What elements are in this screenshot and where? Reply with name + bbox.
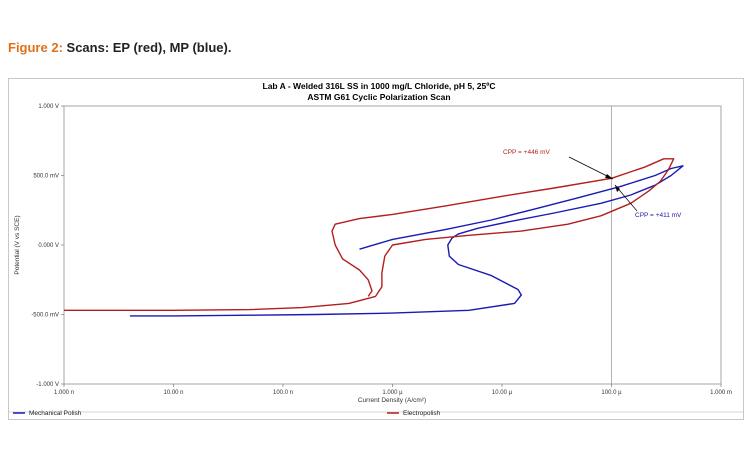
figure-caption: Figure 2: Scans: EP (red), MP (blue). [8,40,231,55]
cpp-ep-arrowhead [605,174,613,179]
cpp-mp-annotation: CPP = +411 mV [635,212,682,219]
y-tick-label: -1.000 V [36,382,59,388]
y-tick-label: 500.0 mV [33,174,59,180]
x-tick-label: 1.000 n [54,390,74,396]
polarization-chart: Lab A - Welded 316L SS in 1000 mg/L Chlo… [9,81,743,417]
chart-title: Lab A - Welded 316L SS in 1000 mg/L Chlo… [263,81,496,91]
x-tick-label: 10.00 µ [492,390,513,396]
x-tick-label: 1.000 m [710,390,732,396]
y-axis-label: Potential (V vs SCE) [14,215,21,274]
figure-label: Figure 2: [8,40,63,55]
chart-frame: Lab A - Welded 316L SS in 1000 mg/L Chlo… [8,78,744,420]
y-tick-label: 0.000 V [38,243,59,249]
cpp-ep-arrow [568,156,614,180]
x-tick-label: 1.000 µ [382,390,403,396]
series-line-electropolish [64,158,675,312]
x-axis-label: Current Density (A/cm²) [358,397,426,404]
y-tick-label: 1.000 V [38,104,59,110]
cpp-mp-arrowhead [615,185,620,192]
x-tick-label: 10.00 n [163,390,183,396]
figure-caption-text: Scans: EP (red), MP (blue). [62,40,232,55]
series-line-mechanical-polish [129,165,684,317]
x-tick-label: 100.0 µ [601,390,622,396]
legend-electropolish: Electropolish [403,410,441,417]
y-tick-label: -500.0 mV [31,313,59,319]
x-tick-label: 100.0 n [273,390,293,396]
legend-mechanical-polish: Mechanical Polish [29,410,82,417]
chart-subtitle: ASTM G61 Cyclic Polarization Scan [307,92,450,102]
cpp-ep-annotation: CPP = +446 mV [503,149,551,156]
